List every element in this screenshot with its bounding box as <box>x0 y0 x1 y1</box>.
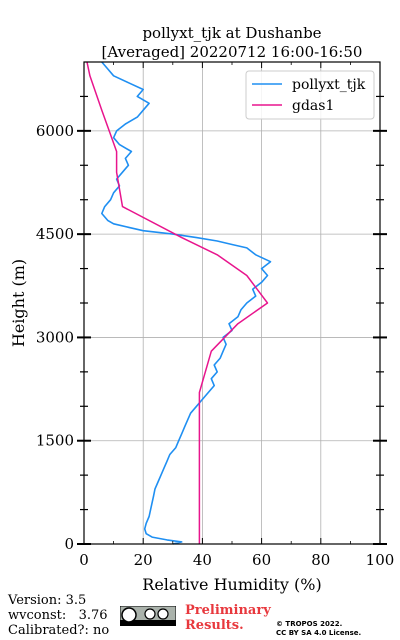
copyright-text: © TROPOS 2022. CC BY SA 4.0 License. <box>276 620 361 638</box>
version-text: Version: 3.5 <box>8 593 87 608</box>
y-tick-label: 1500 <box>36 432 74 450</box>
y-tick-label: 6000 <box>36 122 74 140</box>
x-tick-label: 100 <box>366 551 395 569</box>
series-layer <box>86 61 272 545</box>
legend-box <box>245 70 375 120</box>
cc-by-sa-badge-icon <box>120 606 176 626</box>
calibrated-text: Calibrated?: no <box>8 623 110 638</box>
preliminary-line2: Results. <box>185 618 244 633</box>
preliminary-results-text: Preliminary Results. <box>185 603 271 633</box>
x-tick-label: 0 <box>79 551 89 569</box>
x-tick-label: 20 <box>134 551 153 569</box>
ticks: 0 20 40 60 80 100 0 1500 3000 4500 6000 <box>36 62 395 569</box>
x-axis-label: Relative Humidity (%) <box>142 575 321 594</box>
series-line-gdas1 <box>86 61 269 544</box>
copyright-line1: © TROPOS 2022. <box>276 620 343 628</box>
y-tick-label: 3000 <box>36 328 74 346</box>
grid <box>83 62 381 545</box>
chart-svg: pollyxt_tjk at Dushanbe [Averaged] 20220… <box>9 24 395 594</box>
legend-label-pollyxt: pollyxt_tjk <box>292 77 366 93</box>
series-line-pollyxt-tjk <box>101 61 272 545</box>
y-tick-label: 0 <box>64 535 74 553</box>
preliminary-line1: Preliminary <box>185 603 271 618</box>
legend: pollyxt_tjk gdas1 <box>245 70 375 120</box>
y-axis-label: Height (m) <box>9 259 28 347</box>
copyright-line2: CC BY SA 4.0 License. <box>276 629 362 637</box>
chart-title-line1: pollyxt_tjk at Dushanbe <box>142 24 321 42</box>
x-tick-label: 60 <box>252 551 271 569</box>
legend-label-gdas1: gdas1 <box>292 98 334 114</box>
x-tick-label: 40 <box>193 551 212 569</box>
wvconst-text: wvconst: 3.76 <box>8 608 108 623</box>
plot-frame <box>83 61 381 545</box>
y-tick-label: 4500 <box>36 225 74 243</box>
chart-title-line2: [Averaged] 20220712 16:00-16:50 <box>102 43 363 61</box>
x-tick-label: 80 <box>311 551 330 569</box>
